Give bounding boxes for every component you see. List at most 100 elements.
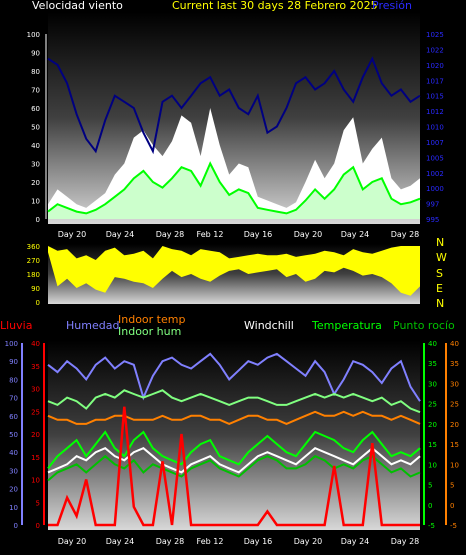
series-line [47,389,421,414]
temp-axis-tick-label: -5 [428,522,435,530]
wind-x-tick-label: Day 20 [58,230,87,239]
wind-axis-tick-label: 80 [31,68,40,76]
pressure-axis-tick-label: 995 [426,216,439,224]
temp-axis-tick-label: 0 [428,502,432,510]
pressure-line [47,56,421,155]
climate-x-tick-label: Day 28 [391,537,420,546]
pressure-axis-tick-label: 1017 [426,77,444,85]
temp-axis-tick-label: 5 [428,482,432,490]
series-line [47,352,421,402]
pressure-axis-tick-label: 1010 [426,124,444,132]
pressure-axis-tick-label: 1025 [426,31,444,39]
climate-x-tick-label: Day 28 [156,537,185,546]
compass-label: S [436,267,443,280]
wind-axis-tick-label: 70 [31,87,40,95]
humidity-axis-tick-label: 90 [9,358,18,366]
humidity-axis-tick-label: 0 [14,522,18,530]
humidity-axis-tick-label: 50 [9,431,18,439]
indoor-axis-tick-label: 15 [450,441,459,449]
climate-x-tick-label: Day 24 [106,537,135,546]
wind-x-tick-label: Day 20 [294,230,323,239]
legend-indoor-temp: Indoor temp [118,313,185,326]
rain-axis-tick-label: 0 [36,522,40,530]
humidity-axis-tick-label: 60 [9,413,18,421]
rain-axis-tick-label: 5 [36,499,40,507]
direction-axis-tick-label: 180 [27,271,40,279]
direction-axis-tick-label: 0 [36,299,40,307]
legend-humidity: Humedad [66,319,119,332]
pressure-axis-tick-label: 997 [426,201,439,209]
temp-axis-tick-label: 30 [428,380,437,388]
rain-axis-tick-label: 10 [31,477,40,485]
temp-axis-tick-label: 10 [428,461,437,469]
pressure-axis-tick-label: 1005 [426,154,444,162]
wind-speed-line [47,161,421,215]
temp-axis-tick-label: 25 [428,401,437,409]
rain-axis-tick-label: 40 [31,340,40,348]
indoor-axis-tick-label: 0 [450,502,454,510]
compass-label: W [436,251,447,264]
series-line [47,430,421,470]
legend-windchill: Windchill [244,319,294,332]
temp-axis-tick-label: 15 [428,441,437,449]
wind-axis-tick-label: 20 [31,179,40,187]
legend-dewpoint: Punto rocío [393,319,455,332]
series-line [47,454,421,482]
wind-x-tick-label: Day 28 [391,230,420,239]
pressure-axis-tick-label: 1000 [426,185,444,193]
indoor-axis-tick-label: 35 [450,360,459,368]
wind-x-tick-label: Day 24 [106,230,135,239]
rain-axis-tick-label: 30 [31,386,40,394]
climate-x-tick-label: Day 24 [341,537,370,546]
direction-axis-tick-label: 270 [27,257,40,265]
climate-x-tick-label: Day 16 [244,537,273,546]
wind-axis-tick-label: 100 [27,31,40,39]
pressure-axis-tick-label: 1020 [426,62,444,70]
rain-axis-tick-label: 15 [31,454,40,462]
wind-x-tick-label: Feb 12 [197,230,224,239]
direction-axis-tick-label: 90 [31,285,40,293]
indoor-axis-tick-label: 20 [450,421,459,429]
wind-axis-tick-label: 60 [31,105,40,113]
rain-axis-tick-label: 25 [31,408,40,416]
temp-axis-tick-label: 35 [428,360,437,368]
series-line [47,410,421,425]
compass-label: E [436,282,443,295]
humidity-axis-tick-label: 20 [9,486,18,494]
wind-axis-tick-label: 40 [31,142,40,150]
wind-x-tick-label: Day 24 [341,230,370,239]
compass-label: N [436,236,444,249]
compass-label: N [436,297,444,310]
wind-axis-tick-label: 90 [31,50,40,58]
humidity-axis-tick-label: 10 [9,504,18,512]
climate-x-tick-label: Day 20 [58,537,87,546]
temp-axis-tick-label: 20 [428,421,437,429]
legend-indoor-hum: Indoor hum [118,325,181,338]
wind-axis-tick-label: 50 [31,124,40,132]
indoor-axis-tick-label: 5 [450,482,454,490]
wind-axis-tick-label: 30 [31,161,40,169]
wind-x-tick-label: Day 16 [244,230,273,239]
wind-axis-tick-label: 0 [36,216,40,224]
humidity-axis-tick-label: 70 [9,395,18,403]
indoor-axis-tick-label: 10 [450,461,459,469]
series-line [48,406,420,527]
direction-axis-tick-label: 360 [27,243,40,251]
direction-band [48,246,420,296]
temp-axis-tick-label: 40 [428,340,437,348]
legend-rain: Lluvia [0,319,32,332]
climate-panel-bg [48,340,420,530]
wind-axis-tick-label: 10 [31,198,40,206]
humidity-axis-tick-label: 100 [5,340,18,348]
humidity-axis-tick-label: 80 [9,376,18,384]
legend-temperature: Temperatura [311,319,382,332]
wind-speed-area [48,163,420,219]
pressure-axis-tick-label: 1007 [426,139,444,147]
rain-axis-tick-label: 35 [31,363,40,371]
indoor-axis-tick-label: -5 [450,522,457,530]
indoor-axis-tick-label: 40 [450,340,459,348]
climate-x-tick-label: Day 20 [294,537,323,546]
chart-title: Current last 30 days 28 Febrero 2025 [172,0,378,12]
